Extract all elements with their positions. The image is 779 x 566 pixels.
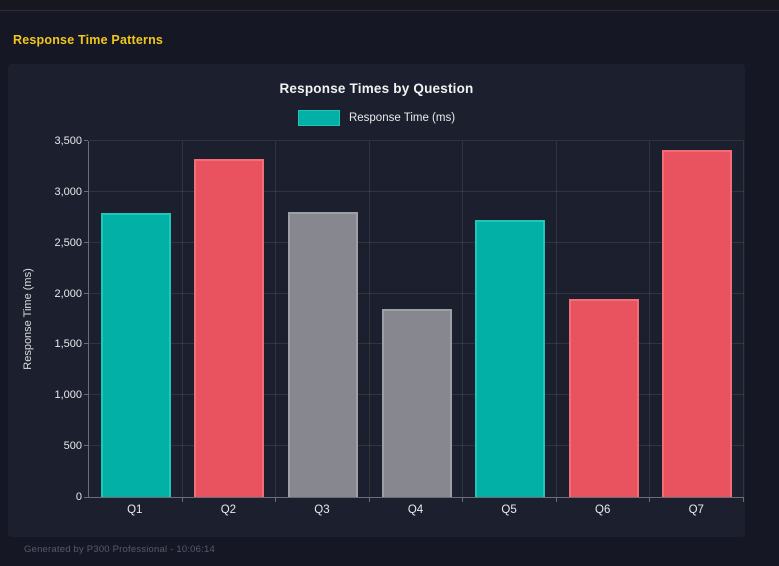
bar-slot	[557, 141, 651, 497]
gridline-h	[89, 140, 744, 141]
bar-slot	[183, 141, 277, 497]
y-axis-tick-label: 2,000	[54, 287, 82, 300]
window-top-bar	[0, 0, 779, 11]
gridline-v	[181, 141, 183, 497]
bar-Q4[interactable]	[381, 309, 452, 497]
x-axis-labels: Q1 Q2 Q3 Q4 Q5 Q6 Q7	[88, 504, 743, 516]
y-axis-tick-label: 3,500	[54, 135, 82, 147]
gridline-v	[275, 141, 277, 497]
y-axis-tick-label: 2,500	[54, 236, 82, 249]
x-tick-mark	[743, 498, 744, 502]
x-axis-label: Q2	[220, 504, 237, 516]
bar-slot	[650, 141, 744, 497]
gridline-v	[649, 141, 651, 497]
y-tick-mark	[84, 445, 88, 447]
y-axis-tick-label: 0	[75, 491, 82, 503]
chart-title: Response Times by Question	[279, 81, 474, 96]
bar-Q6[interactable]	[568, 298, 639, 497]
x-axis-label: Q1	[127, 504, 143, 516]
bar-Q5[interactable]	[475, 219, 546, 497]
gridline-v	[743, 141, 744, 497]
gridline-v	[462, 141, 464, 497]
legend-swatch-icon	[297, 110, 340, 126]
bar-series	[89, 141, 744, 497]
bar-slot	[463, 141, 557, 497]
x-axis-label: Q7	[688, 504, 704, 516]
y-tick-mark	[84, 394, 88, 396]
bar-slot	[370, 141, 464, 497]
y-axis-tick-label: 3,000	[54, 185, 82, 198]
plot-area	[84, 140, 744, 502]
gridline-h	[89, 190, 744, 192]
x-tick-mark	[275, 498, 277, 502]
bar-Q3[interactable]	[287, 212, 358, 497]
x-axis-label: Q4	[407, 504, 424, 516]
y-tick-mark	[84, 140, 88, 141]
y-axis-tick-label: 500	[63, 440, 82, 453]
gridline-h	[89, 292, 744, 294]
y-axis-tick-label: 1,500	[54, 338, 82, 351]
gridline-v	[555, 141, 557, 497]
x-tick-mark	[555, 498, 557, 502]
x-axis-label: Q3	[314, 504, 330, 516]
gridline-h	[89, 241, 744, 243]
x-axis-label: Q5	[501, 504, 517, 516]
x-axis-label: Q6	[595, 504, 611, 516]
x-tick-mark	[649, 498, 651, 502]
chart-panel: Response Times by Question Response Time…	[8, 64, 745, 537]
y-tick-mark	[84, 292, 88, 294]
y-tick-mark	[84, 190, 88, 192]
bar-Q1[interactable]	[100, 213, 171, 497]
x-tick-mark	[368, 498, 370, 502]
bar-slot	[276, 141, 370, 497]
y-tick-mark	[84, 241, 88, 243]
y-tick-mark	[84, 497, 88, 498]
footer-note: Generated by P300 Professional - 10:06:1…	[24, 544, 215, 555]
bar-Q2[interactable]	[194, 159, 265, 497]
x-tick-mark	[181, 498, 183, 502]
y-tick-mark	[84, 343, 88, 345]
y-axis-tick-label: 1,000	[54, 389, 82, 402]
page-title: Response Time Patterns	[13, 33, 164, 47]
chart-legend[interactable]: Response Time (ms)	[8, 110, 745, 126]
gridline-v	[368, 141, 370, 497]
x-tick-mark	[462, 498, 464, 502]
legend-label: Response Time (ms)	[348, 112, 456, 124]
bar-Q7[interactable]	[662, 150, 733, 497]
bar-slot	[89, 141, 183, 497]
